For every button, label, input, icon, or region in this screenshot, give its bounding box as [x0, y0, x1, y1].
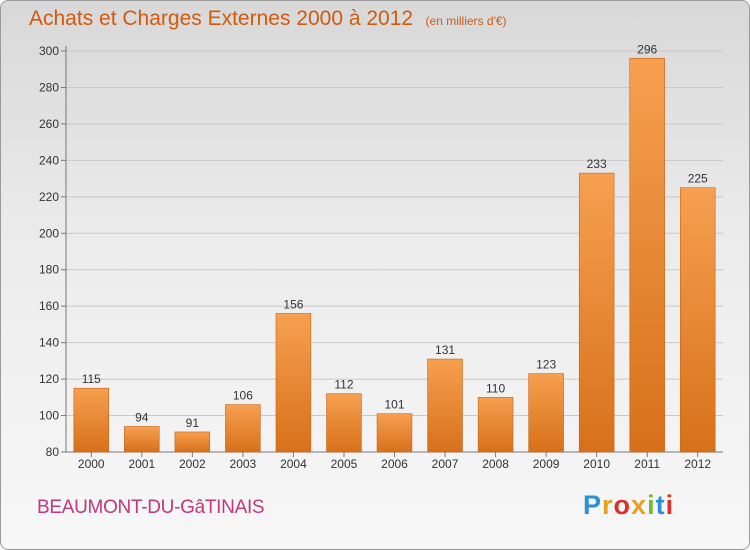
- proxiti-logo: Proxiti: [583, 490, 674, 521]
- logo-letter: r: [602, 490, 614, 520]
- x-tick-label: 2003: [230, 457, 257, 471]
- y-tick-label: 160: [39, 299, 59, 313]
- labels: 80 100 120 140 160 180 200 220 240 260 280 300 115 20…: [39, 42, 711, 471]
- y-tick-label: 220: [39, 190, 59, 204]
- bars: [73, 57, 716, 453]
- x-tick-label: 2000: [78, 457, 105, 471]
- data-label: 112: [334, 378, 353, 392]
- data-label: 156: [283, 297, 303, 311]
- data-label: 131: [435, 343, 455, 357]
- x-tick-label: 2004: [280, 457, 307, 471]
- bar-2006: [376, 413, 413, 453]
- data-label: 123: [536, 358, 556, 372]
- logo-letter: P: [583, 490, 603, 520]
- x-tick-label: 2002: [179, 457, 206, 471]
- chart-subtitle: (en milliers d'€): [425, 14, 507, 28]
- data-label: 110: [486, 381, 505, 395]
- x-tick-label: 2011: [634, 457, 660, 471]
- x-tick-label: 2005: [331, 457, 358, 471]
- logo-letter: i: [647, 490, 656, 520]
- data-label: 106: [233, 389, 253, 403]
- data-label: 233: [587, 157, 607, 171]
- x-tick-label: 2001: [128, 457, 155, 471]
- title-block: Achats et Charges Externes 2000 à 2012 (…: [29, 7, 507, 31]
- y-tick-label: 260: [39, 117, 59, 131]
- y-tick-label: 120: [39, 372, 59, 386]
- x-tick-label: 2006: [381, 457, 408, 471]
- place-name: BEAUMONT-DU-GâTINAIS: [37, 497, 265, 518]
- x-tick-label: 2008: [482, 457, 509, 471]
- y-tick-label: 100: [39, 409, 59, 423]
- data-label: 101: [384, 398, 404, 412]
- bar-2001: [124, 426, 160, 453]
- data-label: 115: [82, 372, 101, 386]
- chart-title: Achats et Charges Externes 2000 à 2012: [29, 7, 414, 30]
- logo-letter: t: [655, 490, 666, 520]
- bar-2005: [326, 393, 362, 453]
- bar-2002: [174, 431, 211, 453]
- y-tick-label: 240: [39, 153, 59, 167]
- bar-2004: [275, 313, 312, 453]
- axes: [61, 46, 723, 457]
- bar-2009: [528, 373, 564, 453]
- bar-2003: [225, 404, 261, 453]
- x-tick-label: 2009: [533, 457, 560, 471]
- y-tick-label: 280: [39, 80, 59, 94]
- bar-2007: [427, 358, 463, 453]
- bar-2011: [629, 57, 665, 453]
- bar-2008: [477, 397, 514, 453]
- y-tick-label: 140: [39, 336, 59, 350]
- y-tick-label: 200: [39, 226, 59, 240]
- data-label: 296: [637, 42, 657, 56]
- bar-2010: [578, 172, 615, 453]
- data-label: 94: [135, 410, 149, 424]
- y-tick-label: 180: [39, 263, 59, 277]
- x-tick-label: 2010: [583, 457, 610, 471]
- x-tick-label: 2012: [684, 457, 711, 471]
- logo-letter: o: [613, 490, 632, 520]
- data-label: 91: [186, 416, 200, 430]
- y-tick-label: 300: [39, 44, 59, 58]
- data-label: 225: [688, 172, 708, 186]
- y-tick-label: 80: [46, 445, 60, 459]
- bar-2000: [73, 387, 110, 453]
- x-tick-label: 2007: [432, 457, 459, 471]
- grid-lines: [66, 50, 723, 453]
- logo-letter: x: [631, 490, 648, 520]
- logo-letter: i: [665, 490, 675, 520]
- bar-2012: [679, 187, 716, 453]
